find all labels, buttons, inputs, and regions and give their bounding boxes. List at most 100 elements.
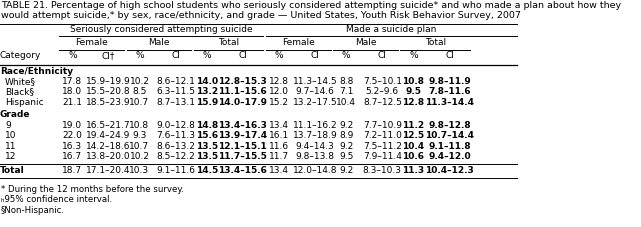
Text: 13.5: 13.5 xyxy=(196,153,218,161)
Text: 10.3: 10.3 xyxy=(129,166,149,175)
Text: 7.8–11.6: 7.8–11.6 xyxy=(428,87,470,96)
Text: 9.5: 9.5 xyxy=(339,153,353,161)
Text: CI: CI xyxy=(378,51,387,60)
Text: 19.0: 19.0 xyxy=(62,121,83,130)
Text: TABLE 21. Percentage of high school students who seriously considered attempting: TABLE 21. Percentage of high school stud… xyxy=(1,1,621,10)
Text: 12.1–15.1: 12.1–15.1 xyxy=(219,142,267,151)
Text: 9.4–14.3: 9.4–14.3 xyxy=(296,142,335,151)
Text: 18.7: 18.7 xyxy=(62,166,83,175)
Text: 11: 11 xyxy=(5,142,17,151)
Text: 9.5: 9.5 xyxy=(405,87,421,96)
Text: 13.9–17.4: 13.9–17.4 xyxy=(219,131,267,140)
Text: 13.4–15.6: 13.4–15.6 xyxy=(219,166,267,175)
Text: 6.3–11.5: 6.3–11.5 xyxy=(156,87,195,96)
Text: 11.6: 11.6 xyxy=(269,142,289,151)
Text: %: % xyxy=(135,51,144,60)
Text: %: % xyxy=(342,51,351,60)
Text: %: % xyxy=(409,51,418,60)
Text: 9.2: 9.2 xyxy=(339,121,353,130)
Text: 11.1–16.2: 11.1–16.2 xyxy=(293,121,337,130)
Text: 14.0–17.9: 14.0–17.9 xyxy=(219,98,267,107)
Text: Total: Total xyxy=(0,166,25,175)
Text: Black§: Black§ xyxy=(5,87,34,96)
Text: 7.6–11.3: 7.6–11.3 xyxy=(156,131,195,140)
Text: Category: Category xyxy=(0,51,42,60)
Text: 11.3: 11.3 xyxy=(403,166,424,175)
Text: 10.2: 10.2 xyxy=(129,77,149,86)
Text: Made a suicide plan: Made a suicide plan xyxy=(346,25,437,35)
Text: 10.6: 10.6 xyxy=(403,153,424,161)
Text: 13.4–16.3: 13.4–16.3 xyxy=(219,121,267,130)
Text: 13.7–18.9: 13.7–18.9 xyxy=(293,131,338,140)
Text: 14.8: 14.8 xyxy=(196,121,218,130)
Text: 8.5: 8.5 xyxy=(132,87,147,96)
Text: 9.0–12.8: 9.0–12.8 xyxy=(156,121,195,130)
Text: 9.8–11.9: 9.8–11.9 xyxy=(428,77,471,86)
Text: 8.9: 8.9 xyxy=(339,131,353,140)
Text: 13.2–17.5: 13.2–17.5 xyxy=(293,98,337,107)
Text: §Non-Hispanic.: §Non-Hispanic. xyxy=(1,206,65,215)
Text: 8.6–12.1: 8.6–12.1 xyxy=(156,77,195,86)
Text: 10.4: 10.4 xyxy=(403,142,424,151)
Text: 7.7–10.9: 7.7–10.9 xyxy=(363,121,402,130)
Text: 8.7–12.5: 8.7–12.5 xyxy=(363,98,402,107)
Text: 8.5–12.2: 8.5–12.2 xyxy=(156,153,195,161)
Text: 8.6–13.2: 8.6–13.2 xyxy=(156,142,195,151)
Text: 10: 10 xyxy=(5,131,17,140)
Text: Female: Female xyxy=(282,38,315,47)
Text: Seriously considered attempting suicide: Seriously considered attempting suicide xyxy=(70,25,253,35)
Text: 9.8–12.8: 9.8–12.8 xyxy=(428,121,470,130)
Text: 5.2–9.6: 5.2–9.6 xyxy=(366,87,399,96)
Text: 14.0: 14.0 xyxy=(196,77,218,86)
Text: Race/Ethnicity: Race/Ethnicity xyxy=(0,67,73,76)
Text: 9.7–14.6: 9.7–14.6 xyxy=(296,87,335,96)
Text: would attempt suicide,* by sex, race/ethnicity, and grade — United States, Youth: would attempt suicide,* by sex, race/eth… xyxy=(1,11,521,20)
Text: 8.3–10.3: 8.3–10.3 xyxy=(363,166,402,175)
Text: 11.7–15.5: 11.7–15.5 xyxy=(219,153,267,161)
Text: Female: Female xyxy=(76,38,108,47)
Text: 15.9: 15.9 xyxy=(196,98,218,107)
Text: 7.2–11.0: 7.2–11.0 xyxy=(363,131,402,140)
Text: %: % xyxy=(68,51,77,60)
Text: 13.4: 13.4 xyxy=(269,121,289,130)
Text: Male: Male xyxy=(148,38,170,47)
Text: 9: 9 xyxy=(5,121,11,130)
Text: 16.7: 16.7 xyxy=(62,153,83,161)
Text: 15.6: 15.6 xyxy=(196,131,218,140)
Text: 7.1: 7.1 xyxy=(339,87,353,96)
Text: 17.8: 17.8 xyxy=(62,77,83,86)
Text: 7.5–11.2: 7.5–11.2 xyxy=(363,142,402,151)
Text: %: % xyxy=(203,51,211,60)
Text: 9.1–11.8: 9.1–11.8 xyxy=(428,142,470,151)
Text: CI: CI xyxy=(445,51,454,60)
Text: 12.8: 12.8 xyxy=(403,98,424,107)
Text: 10.7–14.4: 10.7–14.4 xyxy=(425,131,474,140)
Text: 10.4: 10.4 xyxy=(336,98,356,107)
Text: 12.0: 12.0 xyxy=(269,87,289,96)
Text: 10.8: 10.8 xyxy=(403,77,424,86)
Text: CI: CI xyxy=(238,51,247,60)
Text: 15.9–19.9: 15.9–19.9 xyxy=(86,77,131,86)
Text: Grade: Grade xyxy=(0,110,31,119)
Text: 22.0: 22.0 xyxy=(62,131,82,140)
Text: CI†: CI† xyxy=(102,51,115,60)
Text: 11.7: 11.7 xyxy=(269,153,289,161)
Text: 19.4–24.9: 19.4–24.9 xyxy=(87,131,131,140)
Text: 10.2: 10.2 xyxy=(129,153,149,161)
Text: 17.1–20.4: 17.1–20.4 xyxy=(87,166,131,175)
Text: 9.2: 9.2 xyxy=(339,166,353,175)
Text: 9.1–11.6: 9.1–11.6 xyxy=(156,166,195,175)
Text: White§: White§ xyxy=(5,77,36,86)
Text: CI: CI xyxy=(171,51,180,60)
Text: 18.0: 18.0 xyxy=(62,87,83,96)
Text: 12.5: 12.5 xyxy=(403,131,424,140)
Text: 10.4–12.3: 10.4–12.3 xyxy=(425,166,474,175)
Text: 13.8–20.0: 13.8–20.0 xyxy=(86,153,131,161)
Text: 14.5: 14.5 xyxy=(196,166,218,175)
Text: 13.2: 13.2 xyxy=(196,87,218,96)
Text: 9.2: 9.2 xyxy=(339,142,353,151)
Text: Male: Male xyxy=(354,38,376,47)
Text: Total: Total xyxy=(218,38,239,47)
Text: 12.8–15.3: 12.8–15.3 xyxy=(219,77,267,86)
Text: 15.2: 15.2 xyxy=(269,98,289,107)
